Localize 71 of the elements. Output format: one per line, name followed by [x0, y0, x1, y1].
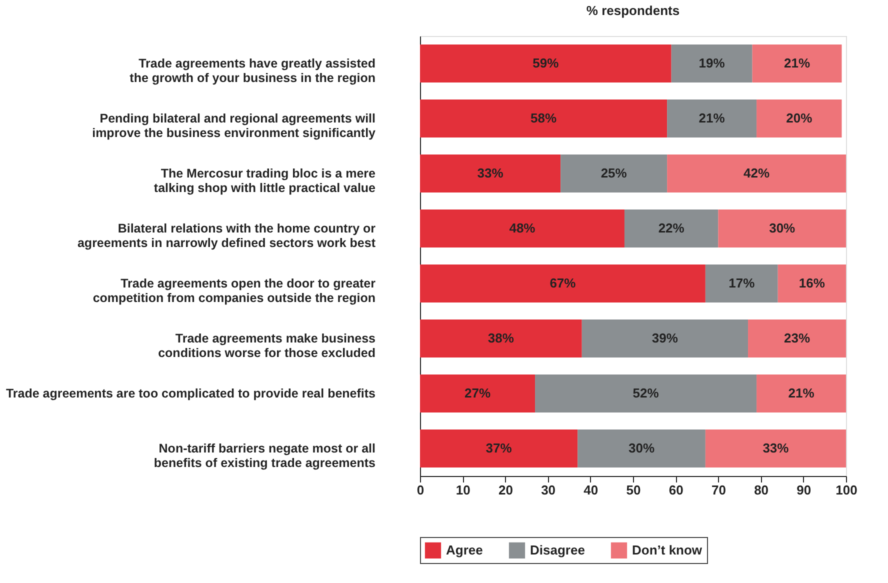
bar	[756, 100, 842, 138]
bar	[756, 374, 846, 412]
bar	[420, 264, 706, 302]
x-tick-label: 10	[456, 482, 470, 498]
data-label: 21%	[698, 110, 726, 126]
bar	[718, 210, 846, 248]
y-tick-label: Pending bilateral and regional agreements will improve the business environment significantly	[92, 112, 376, 140]
data-label: 33%	[477, 166, 504, 180]
data-label: 48%	[509, 220, 536, 236]
y-tick-label: Trade agreements are too complicated to provide real benefits	[6, 386, 376, 400]
data-label: 33%	[762, 440, 790, 456]
data-label: 59%	[532, 56, 560, 70]
bar	[420, 100, 668, 138]
data-label: 27%	[464, 386, 491, 400]
bar	[420, 210, 624, 248]
bar	[667, 100, 757, 138]
x-tick-label: 90	[796, 482, 812, 498]
y-tick-label: Non-tariff barriers negate most or all benefits of existing trade agreements	[154, 442, 376, 470]
y-tick-label: Trade agreements have greatly assisted the growth of your business in the region	[130, 56, 376, 85]
bar	[748, 320, 846, 358]
data-label: 30%	[628, 440, 655, 456]
data-label: 22%	[658, 220, 685, 236]
data-label: 25%	[600, 166, 628, 180]
data-label: 30%	[769, 220, 796, 236]
y-tick-label: The Mercosur trading bloc is a mere talking shop with little practical value	[154, 166, 376, 195]
data-label: 67%	[550, 276, 576, 290]
x-tick-label: 100	[836, 482, 858, 498]
bar	[778, 264, 846, 302]
x-tick-label: 20	[498, 482, 513, 498]
data-label: 42%	[744, 166, 770, 180]
data-label: 37%	[486, 440, 512, 456]
bar	[560, 154, 668, 192]
bar	[705, 430, 846, 468]
bar	[705, 264, 778, 302]
data-label: 17%	[728, 276, 756, 290]
bar	[420, 320, 582, 358]
bar	[667, 154, 846, 192]
data-label: 52%	[632, 386, 660, 400]
data-label: 38%	[488, 330, 514, 346]
bar	[578, 430, 706, 468]
bar	[535, 374, 757, 412]
y-tick-label: Trade agreements open the door to greater competition from companies outside the region	[92, 276, 376, 305]
data-label: 20%	[786, 110, 813, 126]
bar	[752, 44, 842, 82]
legend-label: Agree	[446, 542, 483, 558]
bar	[420, 374, 536, 412]
data-label: 21%	[788, 386, 815, 400]
x-tick-label: 60	[668, 482, 684, 498]
x-axis-title: % respondents	[586, 3, 680, 18]
data-label: 21%	[784, 56, 810, 70]
x-tick-label: 0	[416, 482, 424, 498]
x-tick-label: 40	[584, 482, 598, 498]
data-label: 16%	[798, 276, 826, 290]
bar	[420, 430, 578, 468]
bar	[582, 320, 748, 358]
bar	[624, 210, 718, 248]
x-tick-label: 30	[541, 482, 556, 498]
legend-label: Don’t know	[632, 542, 703, 558]
bar	[420, 154, 561, 192]
y-tick-label: Trade agreements make business conditions worse for those excluded	[158, 332, 376, 360]
data-label: 39%	[652, 330, 678, 346]
bar	[671, 44, 752, 82]
x-tick-label: 50	[626, 482, 641, 498]
data-label: 58%	[530, 110, 557, 126]
bar	[420, 44, 672, 82]
x-tick-label: 70	[711, 482, 726, 498]
data-label: 19%	[698, 56, 726, 70]
x-tick-label: 80	[754, 482, 769, 498]
legend-label: Disagree	[530, 542, 585, 558]
data-label: 23%	[784, 330, 810, 346]
y-tick-label: Bilateral relations with the home country or agreements in narrowly defined sectors work best	[77, 222, 376, 250]
